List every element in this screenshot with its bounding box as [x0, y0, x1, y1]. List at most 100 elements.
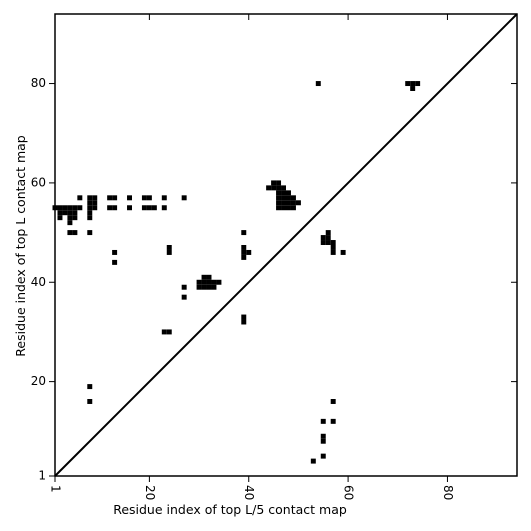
contact-cell	[241, 249, 247, 255]
contact-cell	[87, 210, 93, 216]
contact-cell	[330, 240, 336, 245]
contact-cell	[211, 284, 217, 290]
contact-cell	[330, 245, 336, 250]
contact-cell	[87, 205, 93, 211]
contact-cell	[325, 230, 331, 236]
contact-cell	[310, 458, 316, 464]
contact-cell	[246, 249, 252, 255]
contact-cell	[320, 418, 326, 424]
contact-cell	[286, 190, 291, 196]
x-axis-label: Residue index of top L/5 contact map	[113, 502, 347, 517]
contact-cell	[196, 279, 202, 285]
contact-cell	[266, 185, 272, 191]
contact-cell	[141, 195, 147, 201]
contact-cell	[330, 418, 336, 424]
contact-cell	[112, 249, 118, 255]
contact-cell	[146, 205, 152, 211]
contact-cell	[161, 195, 167, 201]
contact-cell	[206, 284, 212, 290]
contact-cell	[281, 185, 286, 191]
contact-cell	[320, 453, 326, 459]
contact-cell	[325, 240, 331, 245]
contact-cell	[276, 205, 282, 211]
contact-cell	[161, 205, 167, 211]
contact-cell	[166, 329, 172, 335]
contact-cell	[146, 195, 152, 201]
contact-cell	[211, 279, 217, 285]
x-tick-label: 40	[242, 485, 256, 500]
contact-cell	[281, 200, 286, 206]
contact-cell	[295, 200, 301, 206]
contact-cell	[57, 205, 63, 211]
contact-cell	[281, 205, 286, 211]
diagonal-line	[54, 13, 518, 477]
contact-cell	[72, 210, 78, 216]
contact-cell	[72, 215, 78, 221]
contact-cell	[271, 185, 277, 191]
contact-cell	[206, 279, 212, 285]
contact-cell	[72, 230, 78, 236]
contact-cell	[107, 195, 113, 201]
contact-cell	[57, 210, 63, 216]
contact-cells	[52, 81, 421, 464]
contact-cell	[62, 210, 68, 216]
contact-cell	[112, 259, 118, 265]
contact-cell	[77, 205, 83, 211]
contact-cell	[320, 433, 326, 439]
contact-cell	[241, 319, 247, 325]
contact-cell	[241, 254, 247, 260]
x-tick-label: 80	[441, 485, 455, 500]
contact-cell	[166, 249, 172, 255]
contact-cell	[330, 399, 336, 404]
contact-cell	[410, 86, 416, 91]
contact-cell	[166, 245, 172, 250]
contact-cell	[290, 205, 296, 211]
contact-cell	[320, 235, 326, 241]
x-tick-label: 20	[143, 485, 157, 500]
contact-cell	[87, 384, 93, 390]
contact-cell	[87, 399, 93, 404]
y-tick-label: 20	[31, 374, 46, 388]
contact-cell	[320, 438, 326, 444]
contact-cell	[276, 190, 282, 196]
contact-cell	[87, 215, 93, 221]
contact-cell	[141, 205, 147, 211]
contact-cell	[112, 195, 118, 201]
contact-cell	[57, 215, 63, 221]
contact-cell	[290, 195, 296, 201]
contact-cell	[290, 200, 296, 206]
contact-cell	[315, 81, 321, 87]
contact-cell	[67, 205, 73, 211]
contact-cell	[281, 190, 286, 196]
contact-cell	[276, 180, 282, 186]
contact-cell	[405, 81, 411, 87]
contact-cell	[92, 205, 98, 211]
contact-cell	[72, 205, 78, 211]
contact-cell	[112, 205, 118, 211]
contact-cell	[271, 180, 277, 186]
contact-cell	[286, 200, 291, 206]
contact-cell	[67, 215, 73, 221]
contact-cell	[276, 195, 282, 201]
contact-cell	[181, 284, 187, 290]
contact-cell	[127, 195, 132, 201]
plot-frame	[54, 13, 518, 477]
x-tick-label: 60	[342, 485, 356, 500]
contact-cell	[241, 245, 247, 250]
contact-cell	[241, 314, 247, 320]
contact-cell	[201, 274, 207, 280]
contact-cell	[181, 294, 187, 300]
contact-cell	[286, 195, 291, 201]
y-tick-label: 80	[31, 76, 46, 90]
contact-cell	[281, 195, 286, 201]
contact-cell	[67, 230, 73, 236]
contact-cell	[276, 185, 282, 191]
contact-cell	[415, 81, 421, 87]
contact-cell	[67, 210, 73, 216]
y-tick-label: 60	[31, 175, 46, 189]
contact-cell	[196, 284, 202, 290]
contact-cell	[241, 230, 247, 236]
contact-cell	[286, 205, 291, 211]
contact-cell	[181, 195, 187, 201]
